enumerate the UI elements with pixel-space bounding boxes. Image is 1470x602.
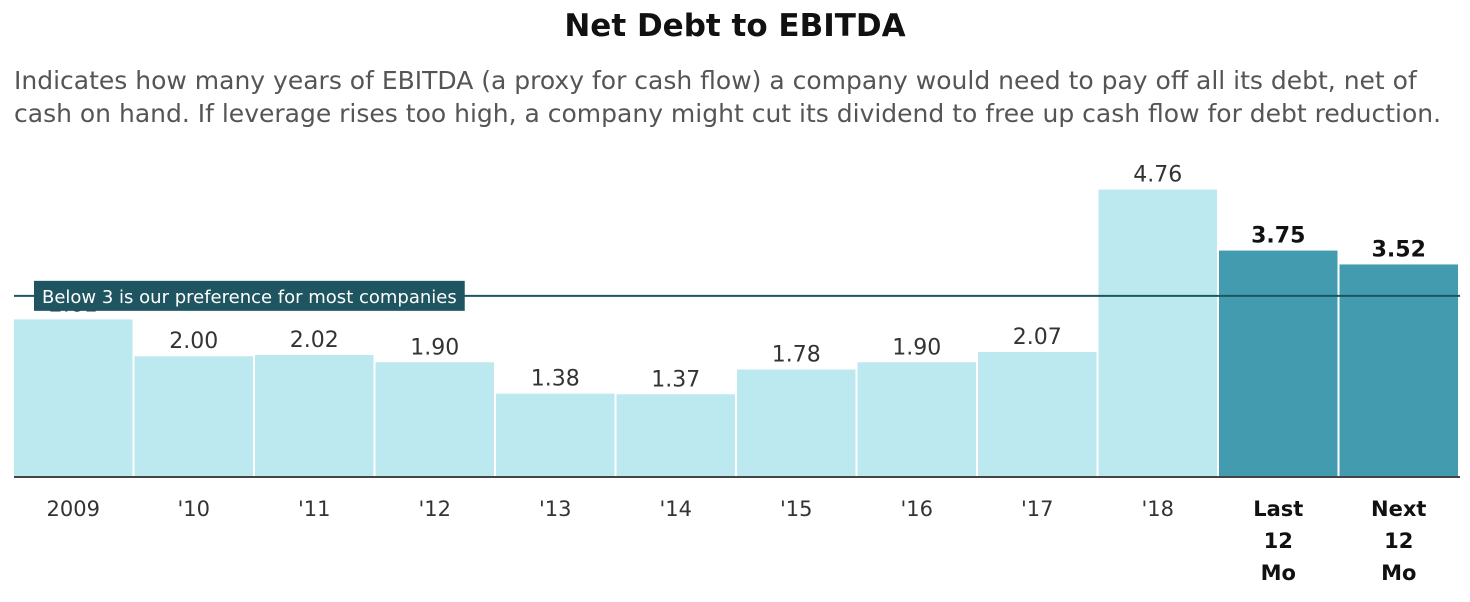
x-tick-label: Last 12 Mo [1253,497,1303,585]
bar [616,394,735,477]
x-tick-label: '16 [901,497,934,521]
x-tick-label: '15 [780,497,813,521]
bar [1219,250,1338,477]
chart-title: Net Debt to EBITDA [564,8,906,44]
chart-subtitle: Indicates how many years of EBITDA (a pr… [14,66,1442,128]
x-tick-label: '13 [539,497,572,521]
bar [14,319,133,477]
bar [255,355,374,477]
x-tick-label: '18 [1142,497,1175,521]
bar-value-label: 1.90 [892,335,941,360]
bar [134,356,253,477]
bar-value-label: 3.52 [1372,237,1426,262]
bar [1098,189,1217,478]
bar [1339,264,1458,477]
x-tick-label: '10 [178,497,211,521]
bar [375,362,494,477]
bar [496,393,615,477]
bar-value-label: 2.07 [1013,325,1062,350]
x-tick-label: '11 [298,497,331,521]
reference-line-label-background [34,280,465,311]
bar-value-label: 4.76 [1133,163,1182,188]
bar [737,369,856,477]
bar-value-label: 2.02 [290,328,339,353]
x-tick-label: Next 12 Mo [1371,497,1426,585]
reference-line-label: Below 3 is our preference for most compa… [42,287,457,308]
bar [978,352,1097,477]
bar-value-label: 1.37 [651,367,700,392]
bar-value-label: 1.38 [531,367,580,392]
bar-value-label: 1.78 [772,343,821,368]
bar-value-label: 1.90 [410,335,459,360]
x-tick-label: 2009 [47,497,100,521]
bar [857,362,976,477]
bar-value-label: 2.00 [169,329,218,354]
bar-value-label: 3.75 [1251,224,1305,249]
x-tick-label: '14 [660,497,693,521]
x-tick-label: '17 [1021,497,1054,521]
x-tick-label: '12 [419,497,452,521]
